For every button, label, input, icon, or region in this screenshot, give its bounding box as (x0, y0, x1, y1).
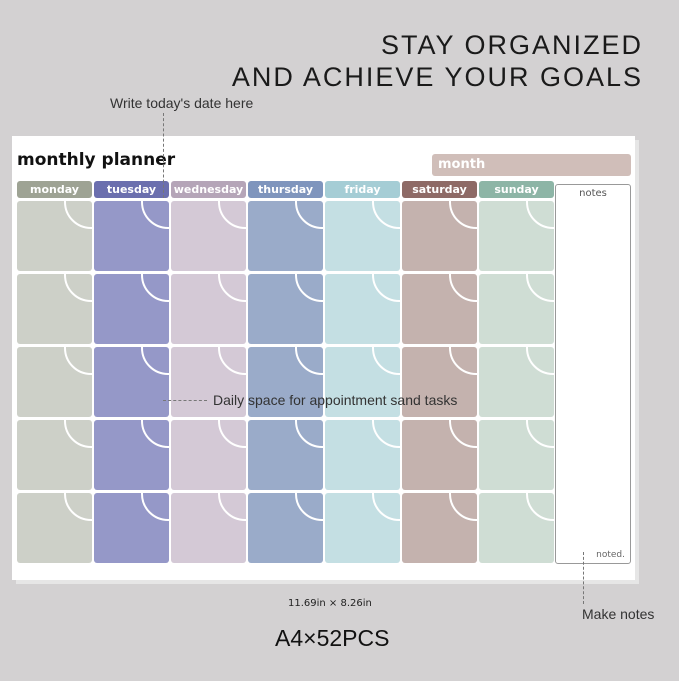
day-cell (171, 201, 246, 271)
day-cell (325, 493, 400, 563)
day-header: sunday (479, 181, 554, 198)
day-cell (94, 420, 169, 490)
date-callout: Write today's date here (110, 95, 254, 111)
day-cell (171, 347, 246, 417)
day-cell (479, 347, 554, 417)
day-cell (171, 274, 246, 344)
day-cell (325, 201, 400, 271)
day-cell (325, 420, 400, 490)
headline-line-1: STAY ORGANIZED (380, 30, 643, 60)
day-column-saturday: saturday (402, 181, 477, 563)
day-cell (402, 201, 477, 271)
day-cell (325, 347, 400, 417)
day-cell (17, 201, 92, 271)
notes-callout: Make notes (582, 606, 655, 622)
day-cell (402, 493, 477, 563)
planner-title: monthly planner (17, 150, 176, 170)
day-header: thursday (248, 181, 323, 198)
day-cell (17, 274, 92, 344)
day-cell (479, 274, 554, 344)
size-label: 11.69in × 8.26in (288, 598, 372, 609)
day-header: friday (325, 181, 400, 198)
planner-sheet: monthly planner month monday tuesday wedne… (12, 136, 635, 580)
day-cell (94, 347, 169, 417)
day-column-friday: friday (325, 181, 400, 563)
day-column-wednesday: wednesday (171, 181, 246, 563)
day-cell (479, 201, 554, 271)
day-column-tuesday: tuesday (94, 181, 169, 563)
day-header: saturday (402, 181, 477, 198)
day-cell (171, 493, 246, 563)
day-cell (402, 347, 477, 417)
brand-logo: noted. (596, 550, 625, 560)
day-header: monday (17, 181, 92, 198)
day-cell (94, 274, 169, 344)
day-cell (402, 274, 477, 344)
day-cell (248, 493, 323, 563)
day-cell (248, 274, 323, 344)
month-field: month (432, 154, 631, 176)
day-cell (171, 420, 246, 490)
pack-label: A4×52PCS (275, 625, 390, 651)
day-column-sunday: sunday (479, 181, 554, 563)
notes-column: notes noted. (555, 184, 631, 564)
day-cell (479, 420, 554, 490)
day-cell (248, 420, 323, 490)
day-header: wednesday (171, 181, 246, 198)
daily-callout: Daily space for appointment sand tasks (213, 392, 458, 408)
notes-label: notes (579, 188, 607, 199)
day-cell (248, 201, 323, 271)
day-cell (17, 347, 92, 417)
day-header: tuesday (94, 181, 169, 198)
day-cell (325, 274, 400, 344)
day-column-monday: monday (17, 181, 92, 563)
day-cell (17, 493, 92, 563)
daily-callout-line (163, 400, 207, 401)
day-cell (17, 420, 92, 490)
day-cell (402, 420, 477, 490)
day-cell (479, 493, 554, 563)
date-callout-line (163, 113, 164, 198)
headline-line-2: AND ACHIEVE YOUR GOALS (231, 62, 643, 92)
day-cell (248, 347, 323, 417)
day-column-thursday: thursday (248, 181, 323, 563)
day-cell (94, 201, 169, 271)
notes-callout-line (583, 552, 584, 604)
day-cell (94, 493, 169, 563)
